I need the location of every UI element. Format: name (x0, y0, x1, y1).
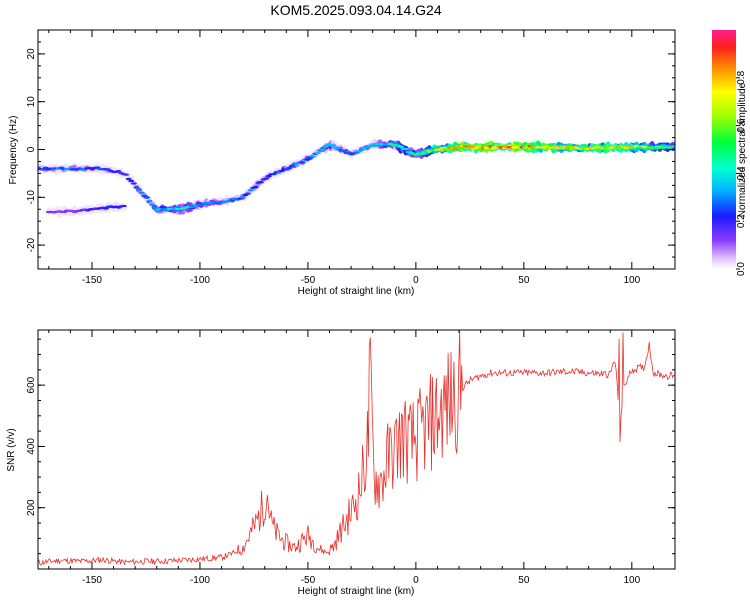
snr-y-ticks: 200 400 600 (26, 338, 675, 570)
heatmap-cell (327, 143, 334, 146)
heatmap-cell (366, 144, 373, 148)
y-tick-label: 400 (26, 438, 37, 455)
heatmap-cell (128, 179, 135, 183)
heatmap-cell (130, 182, 137, 185)
y-tick-label: 600 (26, 376, 37, 393)
spectrogram-x-axis-label: Height of straight line (km) (298, 286, 415, 297)
heatmap-cell (115, 170, 122, 173)
heatmap-cell (320, 148, 327, 151)
x-tick-label: 100 (623, 275, 640, 286)
x-tick-label: -50 (301, 575, 316, 586)
colorbar-tick-label: 0.6 (736, 118, 747, 132)
heatmap-cell (123, 173, 130, 176)
x-tick-label: -150 (82, 575, 102, 586)
y-tick-label: 10 (26, 96, 37, 108)
spectrogram-y-axis-label: Frequency (Hz) (8, 116, 19, 185)
heatmap-cell (270, 172, 277, 176)
x-tick-label: -100 (190, 575, 210, 586)
colorbar-tick-label: 0.0 (736, 262, 747, 276)
colorbar-ticks: 0.0 0.2 0.4 0.6 0.8 (736, 70, 747, 276)
colorbar-gradient (712, 30, 736, 269)
colorbar-label: Normalized spectral amplitude (737, 82, 748, 217)
y-tick-label: -10 (26, 190, 37, 205)
heatmap-cell (299, 161, 306, 164)
heatmap-cell (146, 199, 153, 203)
x-tick-label: 50 (518, 575, 530, 586)
snr-series-line (38, 331, 675, 566)
heatmap-cell (309, 155, 316, 158)
heatmap-cell (138, 191, 145, 194)
colorbar-tick-label: 0.8 (736, 70, 747, 84)
spectrogram-heatmap (38, 138, 675, 219)
y-tick-label: 200 (26, 499, 37, 516)
heatmap-cell (340, 149, 347, 153)
heatmap-cell (125, 177, 132, 181)
colorbar-tick-label: 0.2 (736, 214, 747, 228)
heatmap-cell (257, 180, 264, 184)
heatmap-cell (314, 151, 321, 155)
heatmap-cell (265, 174, 272, 178)
x-tick-label: -50 (301, 275, 316, 286)
heatmap-cell (252, 185, 259, 189)
spectrogram-x-ticks: -150 -100 -50 0 50 100 (48, 30, 676, 286)
x-tick-label: -100 (190, 275, 210, 286)
spectrogram-y-ticks: -20 -10 0 10 20 (26, 29, 675, 270)
chart-title: KOM5.2025.093.04.14.G24 (270, 2, 441, 18)
heatmap-cell (286, 166, 293, 170)
y-tick-label: 0 (26, 146, 37, 152)
snr-x-ticks: -150 -100 -50 0 50 100 (48, 330, 676, 586)
heatmap-cell (594, 145, 601, 149)
y-tick-label: 20 (26, 48, 37, 60)
heatmap-cell (669, 145, 675, 148)
heatmap-cell (247, 189, 254, 192)
x-tick-label: 50 (518, 275, 530, 286)
heatmap-cell (239, 196, 246, 199)
heatmap-cell (149, 203, 156, 206)
heatmap-cell (402, 147, 409, 151)
x-tick-label: -150 (82, 275, 102, 286)
heatmap-cell (133, 186, 140, 189)
heatmap-cell (397, 145, 404, 148)
x-tick-label: 0 (413, 275, 419, 286)
snr-frame (37, 329, 676, 570)
x-tick-label: 0 (413, 575, 419, 586)
heatmap-cell (120, 204, 127, 208)
snr-x-axis-label: Height of straight line (km) (298, 586, 415, 597)
heatmap-cell (143, 196, 150, 199)
heatmap-cell (322, 145, 329, 148)
y-tick-label: -20 (26, 237, 37, 252)
heatmap-cell (288, 164, 295, 168)
snr-y-axis-label: SNR (v/v) (6, 428, 17, 471)
x-tick-label: 100 (623, 575, 640, 586)
snr-plot-area (38, 330, 675, 569)
heatmap-cell (141, 194, 148, 198)
heatmap-cell (418, 152, 425, 156)
colorbar: 0.0 0.2 0.4 0.6 0.8 Normalized spectral ampl… (712, 30, 748, 276)
snr-panel: -150 -100 -50 0 50 100 200 400 600 Height of st… (6, 329, 676, 597)
heatmap-cell (136, 188, 143, 191)
heatmap-cell (151, 206, 158, 209)
heatmap-cell (244, 192, 251, 195)
heatmap-cell (263, 177, 270, 180)
colorbar-tick-label: 0.4 (736, 166, 747, 180)
